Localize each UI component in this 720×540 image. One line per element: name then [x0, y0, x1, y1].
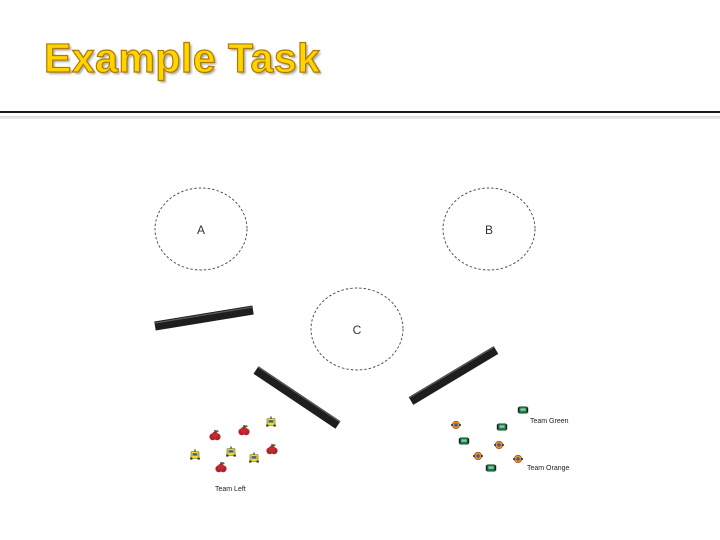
red-apple-icon: [209, 430, 221, 441]
wall-left: [154, 305, 254, 331]
green-robot-icon: [517, 406, 529, 414]
slide-title: Example Task: [43, 35, 321, 81]
team-left-label: Team Left: [215, 486, 246, 493]
green-robot-icon: [496, 423, 508, 431]
team-orange-label: Team Orange: [527, 465, 570, 472]
zone-c: C: [310, 287, 404, 371]
green-robot-icon: [485, 464, 497, 472]
wall-right: [408, 346, 499, 405]
zone-b: B: [442, 187, 536, 271]
yellow-robot-icon: [248, 452, 260, 464]
zone-b-label: B: [485, 223, 493, 237]
green-robot-icon: [458, 437, 470, 445]
title-divider-light: [0, 116, 720, 119]
red-apple-icon: [238, 425, 250, 436]
team-green-label: Team Green: [530, 418, 569, 425]
yellow-robot-icon: [225, 446, 237, 458]
zone-a: A: [154, 187, 248, 271]
orange-robot-icon: [493, 440, 505, 450]
title-divider-dark: [0, 111, 720, 113]
yellow-robot-icon: [265, 416, 277, 428]
team-left-group: Team Left: [189, 416, 278, 493]
zone-a-label: A: [197, 223, 205, 237]
orange-robot-icon: [472, 451, 484, 461]
zone-c-label: C: [353, 323, 362, 337]
orange-robot-icon: [512, 454, 524, 464]
red-apple-icon: [266, 444, 278, 455]
yellow-robot-icon: [189, 449, 201, 461]
red-apple-icon: [215, 462, 227, 473]
orange-robot-icon: [450, 420, 462, 430]
team-orange-group: Team Orange: [450, 420, 570, 472]
team-green-group: Team Green: [458, 406, 569, 472]
wall-center: [253, 366, 341, 429]
